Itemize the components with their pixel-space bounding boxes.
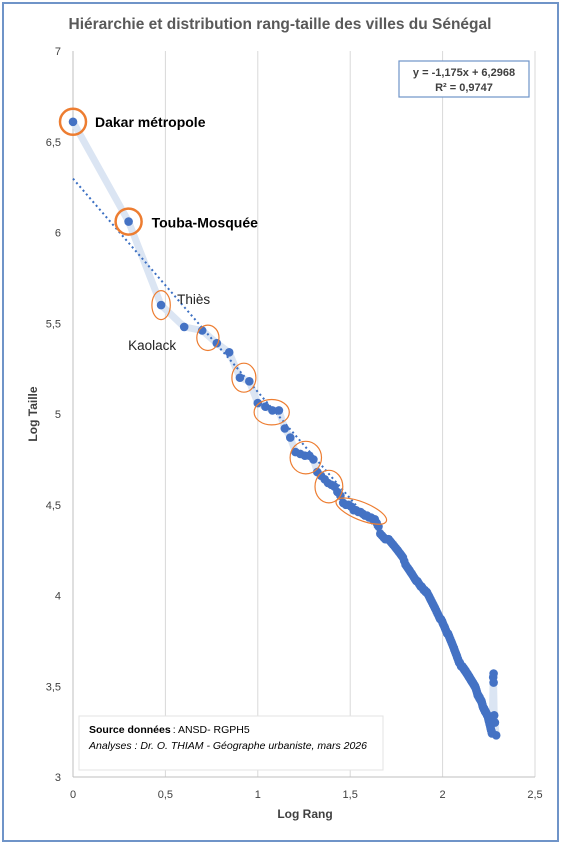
linear-trendline [72,177,392,547]
data-point [179,322,189,332]
equation-box: y = -1,175x + 6,2968 R² = 0,9747 [398,60,530,98]
y-tick-labels: 3 3,5 4 4,5 5 5,5 6 6,5 7 [46,46,61,784]
r2-text: R² = 0,9747 [435,82,493,94]
highlight-circle [151,290,171,321]
data-point [274,406,284,415]
analysis-line: Analyses : Dr. O. THIAM - Géographe urba… [88,740,367,752]
city-label: Dakar métropole [95,114,206,130]
data-point [489,711,499,720]
x-tick-label: 1 [255,789,261,801]
data-points [68,117,501,740]
highlight-circle [253,398,290,426]
source-label: Source données [89,724,171,736]
data-point [68,117,78,127]
data-point [490,718,500,727]
highlight-circle [231,362,257,393]
source-box: Source données: ANSD- RGPH5 Analyses : D… [78,715,384,771]
data-point [156,300,166,310]
highlight-circle [289,440,323,475]
data-point [245,377,254,386]
y-tick-label: 4 [55,591,61,603]
data-point [286,433,295,442]
chart-title: Hiérarchie et distribution rang-taille d… [69,16,492,33]
y-tick-label: 4,5 [46,500,61,512]
data-point [224,348,234,357]
equation-text: y = -1,175x + 6,2968 [413,67,515,79]
y-tick-label: 6,5 [46,137,61,149]
y-tick-label: 3 [55,772,61,784]
city-labels: Dakar métropole Touba-Mosquée Thiès Kaolack [95,114,258,353]
city-label: Touba-Mosquée [152,215,259,231]
x-tick-label: 2 [440,789,446,801]
data-point [261,402,270,412]
x-tick-labels: 0 0,5 1 1,5 2 2,5 [70,789,543,801]
highlight-circle [58,107,88,137]
data-point [235,373,245,383]
y-tick-label: 5 [55,409,61,421]
data-point [489,669,498,678]
y-tick-label: 6 [55,228,61,240]
highlight-circle [335,497,388,525]
data-point [489,678,498,687]
city-label: Thiès [177,292,210,307]
highlight-circle [114,207,143,236]
city-label: Kaolack [128,338,176,353]
source-value: : ANSD- RGPH5 [173,724,250,736]
gridlines [164,51,536,777]
x-tick-label: 0,5 [158,789,173,801]
data-point [280,424,290,433]
y-axis-title: Log Taille [26,386,40,441]
data-point [124,217,133,226]
x-tick-label: 0 [70,789,76,801]
x-tick-label: 2,5 [527,789,542,801]
y-tick-label: 5,5 [46,318,61,330]
source-line: Source données: ANSD- RGPH5 [89,724,250,736]
x-tick-label: 1,5 [343,789,358,801]
data-point [491,731,501,740]
highlight-circles [58,107,388,525]
data-point [253,398,263,408]
y-tick-label: 3,5 [46,681,61,693]
data-point [309,455,318,464]
axes [72,51,535,778]
x-axis-title: Log Rang [277,807,332,821]
data-point [268,406,277,415]
y-tick-label: 7 [55,46,61,58]
highlight-circle [196,324,220,352]
highlight-circle [314,469,344,504]
